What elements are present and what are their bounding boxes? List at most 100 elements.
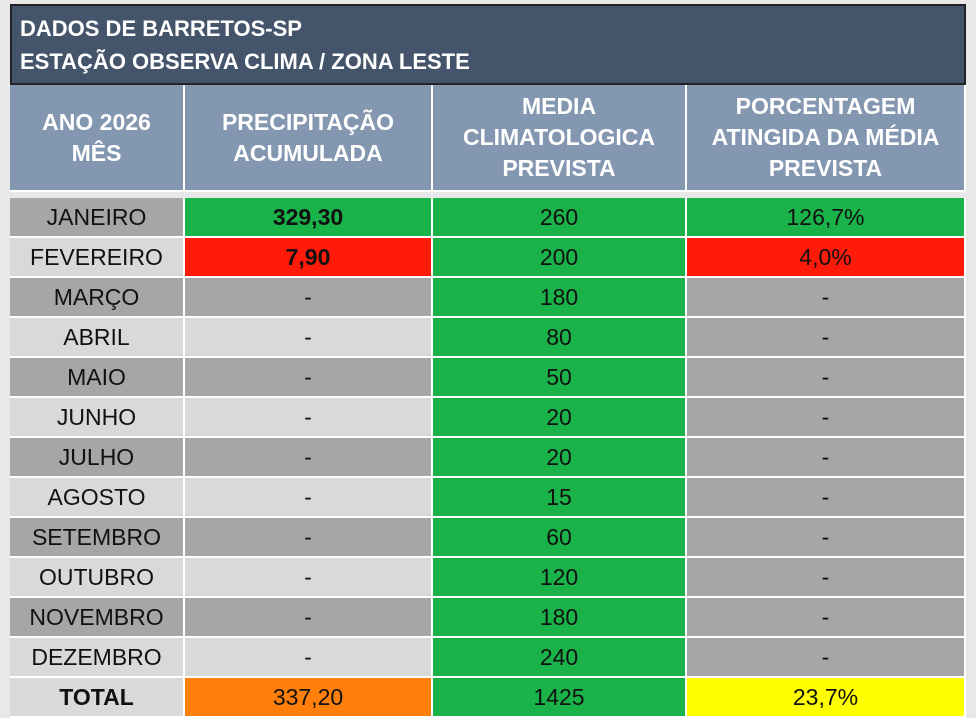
table-cell: - — [687, 278, 966, 318]
cell-text: MAIO — [67, 363, 126, 390]
cell-text: 126,7% — [786, 203, 865, 230]
table-cell: - — [687, 598, 966, 638]
cell-text: 80 — [546, 323, 572, 350]
total-cell: TOTAL — [10, 678, 185, 718]
cell-text: - — [304, 403, 312, 430]
cell-text: AGOSTO — [47, 483, 146, 510]
title-block: DADOS DE BARRETOS-SP ESTAÇÃO OBSERVA CLIM… — [10, 4, 966, 85]
cell-text: 240 — [539, 643, 579, 670]
table-cell: - — [687, 438, 966, 478]
header-line: CLIMATOLOGICA — [462, 124, 656, 150]
table-cell: - — [687, 358, 966, 398]
cell-text: - — [821, 483, 830, 510]
table-cell: - — [185, 398, 433, 438]
table-cell: - — [687, 558, 966, 598]
table-cell: - — [185, 438, 433, 478]
table-cell: 7,90 — [185, 238, 433, 278]
cell-text: ABRIL — [63, 323, 130, 350]
cell-text: - — [821, 563, 830, 590]
cell-text: - — [304, 283, 312, 310]
table-cell: - — [185, 518, 433, 558]
total-cell: 1425 — [433, 678, 687, 718]
header-line: PREVISTA — [768, 155, 883, 181]
table-cell: DEZEMBRO — [10, 638, 185, 678]
cell-text: 180 — [539, 283, 579, 310]
table-cell: 4,0% — [687, 238, 966, 278]
title-line: ESTAÇÃO OBSERVA CLIMA / ZONA LESTE — [20, 49, 470, 74]
cell-text: 23,7% — [792, 683, 859, 710]
table-cell: - — [687, 638, 966, 678]
cell-text: - — [304, 603, 312, 630]
table-cell: - — [185, 638, 433, 678]
cell-text: DEZEMBRO — [31, 643, 162, 670]
cell-text: JUNHO — [56, 403, 137, 430]
table-cell: 50 — [433, 358, 687, 398]
cell-text: JULHO — [58, 443, 135, 470]
header-line: ACUMULADA — [233, 139, 383, 166]
table-cell: - — [185, 478, 433, 518]
header-line: PORCENTAGEM — [735, 93, 916, 119]
cell-text: JANEIRO — [46, 203, 147, 230]
table-cell: - — [687, 518, 966, 558]
cell-text: 200 — [539, 243, 579, 270]
cell-text: NOVEMBRO — [29, 603, 164, 630]
cell-text: 329,30 — [272, 203, 344, 230]
table-cell: - — [185, 598, 433, 638]
cell-text: - — [821, 603, 830, 630]
table-cell: 240 — [433, 638, 687, 678]
cell-text: - — [821, 523, 830, 550]
table-cell: 180 — [433, 598, 687, 638]
cell-text: 337,20 — [272, 683, 344, 710]
cell-text: 60 — [546, 523, 572, 550]
column-header: MEDIA CLIMATOLOGICA PREVISTA — [433, 85, 687, 192]
table-cell: 180 — [433, 278, 687, 318]
cell-text: - — [821, 363, 830, 390]
header-line: MÊS — [71, 139, 122, 166]
table-cell: 20 — [433, 438, 687, 478]
cell-text: 4,0% — [799, 243, 852, 270]
table-cell: MARÇO — [10, 278, 185, 318]
table-cell: OUTUBRO — [10, 558, 185, 598]
cell-text: - — [304, 563, 312, 590]
column-header: PRECIPITAÇÃO ACUMULADA — [185, 85, 433, 192]
table-cell: 20 — [433, 398, 687, 438]
table-cell: MAIO — [10, 358, 185, 398]
header-line: PREVISTA — [502, 155, 616, 181]
table-cell: 120 — [433, 558, 687, 598]
table-cell: ABRIL — [10, 318, 185, 358]
column-header: ANO 2026 MÊS — [10, 85, 185, 192]
cell-text: - — [304, 483, 312, 510]
cell-text: - — [304, 523, 312, 550]
total-cell: 23,7% — [687, 678, 966, 718]
cell-text: 260 — [539, 203, 579, 230]
table-cell: 60 — [433, 518, 687, 558]
table-cell: SETEMBRO — [10, 518, 185, 558]
table-cell: JUNHO — [10, 398, 185, 438]
cell-text: 50 — [546, 363, 572, 390]
cell-text: MARÇO — [53, 283, 140, 310]
table-cell: 126,7% — [687, 198, 966, 238]
table-cell: JULHO — [10, 438, 185, 478]
cell-text: 7,90 — [285, 243, 331, 270]
table-cell: FEVEREIRO — [10, 238, 185, 278]
cell-text: FEVEREIRO — [30, 243, 163, 270]
table-cell: 80 — [433, 318, 687, 358]
table-cell: - — [185, 278, 433, 318]
table-cell: JANEIRO — [10, 198, 185, 238]
cell-text: - — [821, 643, 830, 670]
total-cell: 337,20 — [185, 678, 433, 718]
table-cell: - — [185, 558, 433, 598]
table-cell: - — [687, 398, 966, 438]
cell-text: SETEMBRO — [31, 523, 162, 550]
table-cell: 329,30 — [185, 198, 433, 238]
cell-text: 180 — [539, 603, 579, 630]
table-cell: 15 — [433, 478, 687, 518]
table-cell: - — [185, 358, 433, 398]
cell-text: - — [304, 643, 312, 670]
cell-text: - — [821, 323, 830, 350]
column-header: PORCENTAGEM ATINGIDA DA MÉDIA PREVISTA — [687, 85, 966, 192]
table-cell: 200 — [433, 238, 687, 278]
table-cell: - — [687, 318, 966, 358]
header-line: PRECIPITAÇÃO — [221, 108, 395, 135]
cell-text: - — [304, 443, 312, 470]
